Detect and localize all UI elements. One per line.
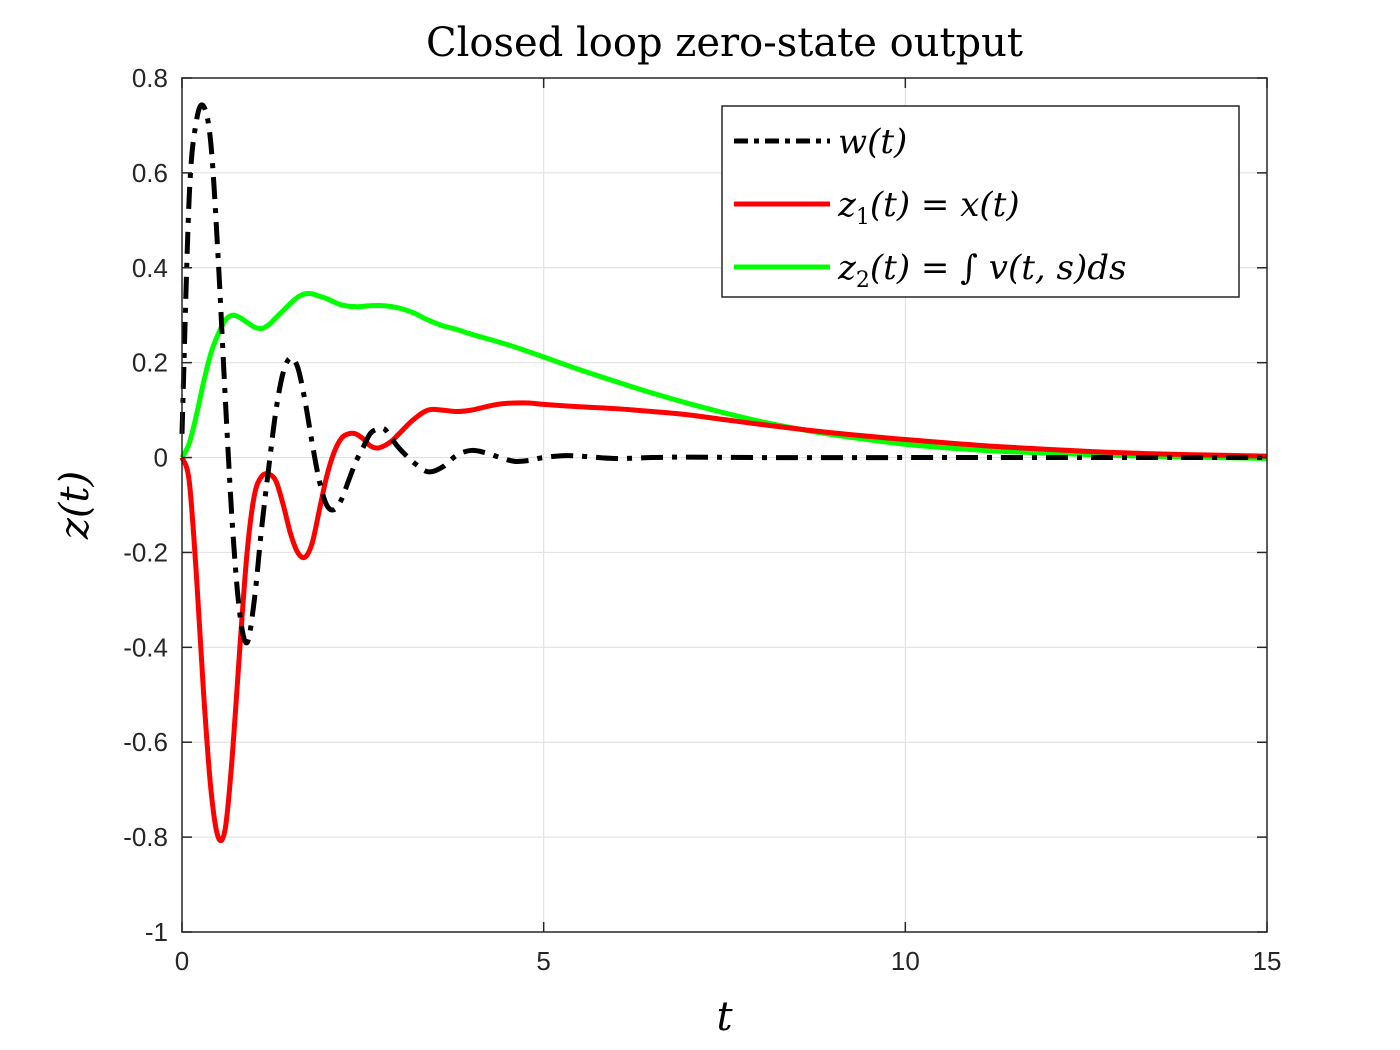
chart-title: Closed loop zero-state output <box>426 20 1023 66</box>
tick-layer: 0 5 10 15 -1 -0.8 -0.6 -0.4 -0.2 0 0.2 0.4 0.6 0.8 <box>123 63 1281 976</box>
series-line-2 <box>179 400 1268 844</box>
x-tick-label: 5 <box>536 946 550 976</box>
y-tick-label: 0.6 <box>132 158 168 188</box>
legend-label-1: w(t) <box>838 122 907 162</box>
y-tick-label: 0.8 <box>132 63 168 93</box>
y-tick-label: 0.2 <box>132 348 168 378</box>
y-axis-label: z(t) <box>52 471 98 540</box>
x-tick-label: 0 <box>175 946 189 976</box>
y-tick-label: -0.6 <box>123 727 168 757</box>
series-line-1 <box>179 102 1267 646</box>
legend: w(t) z1(t) = x(t) z2(t) = ∫ v(t, s)ds <box>721 105 1240 298</box>
legend-label-2: z1(t) = x(t) <box>837 185 1020 230</box>
y-tick-label: -0.4 <box>123 632 168 662</box>
y-tick-label: 0.4 <box>132 253 168 283</box>
y-tick-label: 0 <box>154 443 168 473</box>
x-tick-label: 15 <box>1253 946 1282 976</box>
x-axis-label: t <box>716 994 733 1040</box>
y-tick-label: -1 <box>145 917 168 947</box>
legend-label-3: z2(t) = ∫ v(t, s)ds <box>837 248 1126 293</box>
y-tick-label: -0.8 <box>123 822 168 852</box>
series-layer <box>179 102 1268 844</box>
plot-area-frame <box>181 77 1268 933</box>
x-tick-label: 10 <box>891 946 920 976</box>
y-tick-label: -0.2 <box>123 537 168 567</box>
